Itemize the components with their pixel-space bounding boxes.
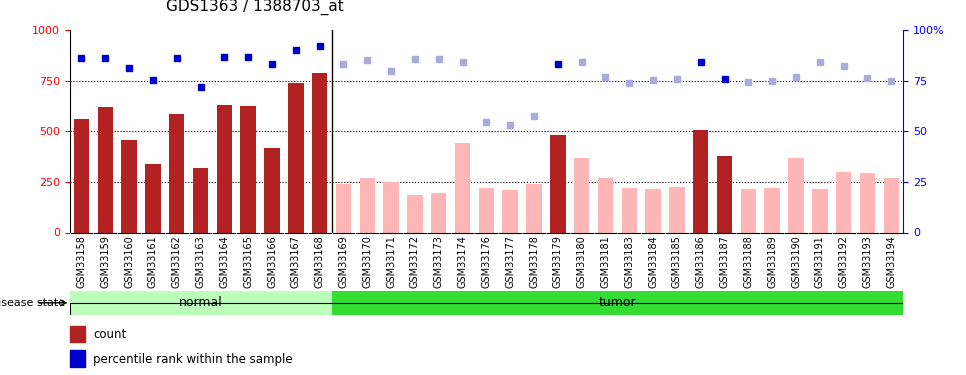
Text: GSM33159: GSM33159 xyxy=(100,236,110,288)
Bar xyxy=(336,184,352,232)
Bar xyxy=(860,173,875,232)
Bar xyxy=(98,107,113,232)
Bar xyxy=(884,178,899,232)
Bar xyxy=(312,72,327,232)
Text: normal: normal xyxy=(179,296,222,309)
Bar xyxy=(669,187,685,232)
Bar xyxy=(331,291,903,315)
Bar xyxy=(431,193,446,232)
Bar xyxy=(741,189,756,232)
Text: GSM33183: GSM33183 xyxy=(624,236,635,288)
Bar xyxy=(788,158,804,232)
Bar xyxy=(764,188,780,232)
Text: disease state: disease state xyxy=(0,298,65,308)
Text: GSM33163: GSM33163 xyxy=(195,236,206,288)
Text: GSM33186: GSM33186 xyxy=(696,236,706,288)
Text: GSM33184: GSM33184 xyxy=(648,236,658,288)
Text: GSM33173: GSM33173 xyxy=(434,236,443,288)
Bar xyxy=(73,119,89,232)
Bar xyxy=(70,291,331,315)
Bar xyxy=(550,135,565,232)
Bar xyxy=(621,188,637,232)
Text: GSM33192: GSM33192 xyxy=(838,236,849,288)
Bar xyxy=(384,182,399,232)
Bar xyxy=(455,143,470,232)
Bar xyxy=(836,172,851,232)
Text: GSM33181: GSM33181 xyxy=(601,236,611,288)
Bar xyxy=(145,164,160,232)
Text: GSM33190: GSM33190 xyxy=(791,236,801,288)
Bar xyxy=(193,168,209,232)
Bar xyxy=(812,189,828,232)
Bar xyxy=(169,114,185,232)
Bar xyxy=(408,195,423,232)
Text: GSM33164: GSM33164 xyxy=(219,236,229,288)
Text: GSM33166: GSM33166 xyxy=(267,236,277,288)
Text: GSM33170: GSM33170 xyxy=(362,236,372,288)
Bar xyxy=(502,190,518,232)
Bar xyxy=(693,130,708,232)
Bar xyxy=(216,105,232,232)
Bar xyxy=(122,140,137,232)
Text: GSM33158: GSM33158 xyxy=(76,236,87,288)
Text: GSM33180: GSM33180 xyxy=(577,236,586,288)
Bar xyxy=(478,188,495,232)
Bar xyxy=(70,350,85,367)
Text: GSM33193: GSM33193 xyxy=(863,236,872,288)
Text: GSM33187: GSM33187 xyxy=(720,236,729,288)
Text: GSM33188: GSM33188 xyxy=(744,236,753,288)
Text: GSM33160: GSM33160 xyxy=(124,236,134,288)
Text: GSM33194: GSM33194 xyxy=(886,236,896,288)
Text: GSM33189: GSM33189 xyxy=(767,236,778,288)
Bar xyxy=(598,178,613,232)
Text: tumor: tumor xyxy=(599,296,637,309)
Bar xyxy=(241,106,256,232)
Text: count: count xyxy=(93,328,127,341)
Text: percentile rank within the sample: percentile rank within the sample xyxy=(93,352,293,366)
Text: GSM33162: GSM33162 xyxy=(172,236,182,288)
Text: GSM33179: GSM33179 xyxy=(553,236,563,288)
Bar xyxy=(70,326,85,342)
Text: GSM33191: GSM33191 xyxy=(815,236,825,288)
Bar xyxy=(526,184,542,232)
Text: GSM33178: GSM33178 xyxy=(529,236,539,288)
Text: GSM33185: GSM33185 xyxy=(672,236,682,288)
Bar xyxy=(717,156,732,232)
Bar xyxy=(265,148,280,232)
Bar xyxy=(645,189,661,232)
Text: GSM33172: GSM33172 xyxy=(410,236,420,288)
Bar xyxy=(288,82,303,232)
Text: GSM33169: GSM33169 xyxy=(338,236,349,288)
Text: GSM33174: GSM33174 xyxy=(458,236,468,288)
Text: GDS1363 / 1388703_at: GDS1363 / 1388703_at xyxy=(166,0,344,15)
Text: GSM33171: GSM33171 xyxy=(386,236,396,288)
Text: GSM33165: GSM33165 xyxy=(243,236,253,288)
Text: GSM33177: GSM33177 xyxy=(505,236,515,288)
Text: GSM33168: GSM33168 xyxy=(315,236,325,288)
Text: GSM33176: GSM33176 xyxy=(481,236,492,288)
Text: GSM33167: GSM33167 xyxy=(291,236,300,288)
Bar xyxy=(359,178,375,232)
Bar xyxy=(574,158,589,232)
Text: GSM33161: GSM33161 xyxy=(148,236,157,288)
